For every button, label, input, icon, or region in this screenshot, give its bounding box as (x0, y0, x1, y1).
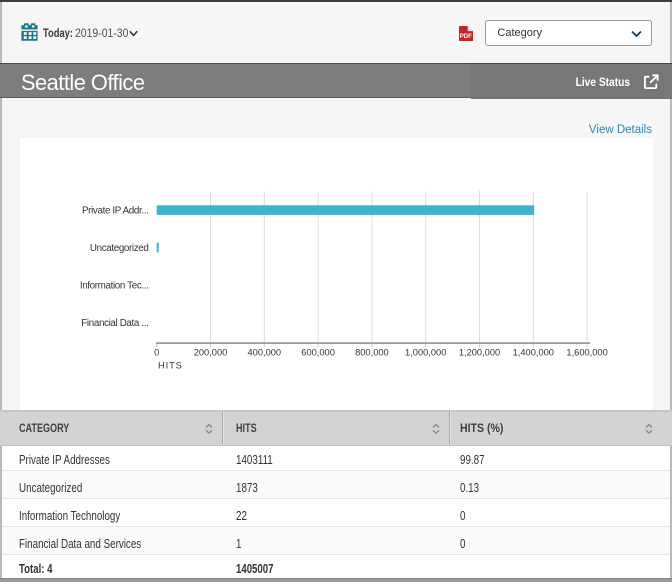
svg-text:Financial Data ...: Financial Data ... (81, 318, 148, 329)
svg-text:200,000: 200,000 (194, 347, 228, 357)
svg-text:1,000,000: 1,000,000 (405, 347, 446, 357)
svg-text:800,000: 800,000 (355, 347, 389, 357)
svg-text:HITS: HITS (158, 361, 183, 371)
svg-text:1,400,000: 1,400,000 (513, 347, 554, 357)
svg-text:1,200,000: 1,200,000 (459, 347, 500, 357)
svg-text:400,000: 400,000 (247, 347, 281, 357)
svg-text:Information Tec...: Information Tec... (80, 281, 149, 292)
svg-text:Uncategorized: Uncategorized (90, 243, 149, 254)
svg-text:PDF: PDF (459, 34, 471, 40)
svg-text:0: 0 (154, 347, 159, 357)
svg-text:Private IP Addr...: Private IP Addr... (82, 206, 149, 217)
svg-text:600,000: 600,000 (301, 347, 335, 357)
svg-text:1,600,000: 1,600,000 (566, 347, 607, 357)
